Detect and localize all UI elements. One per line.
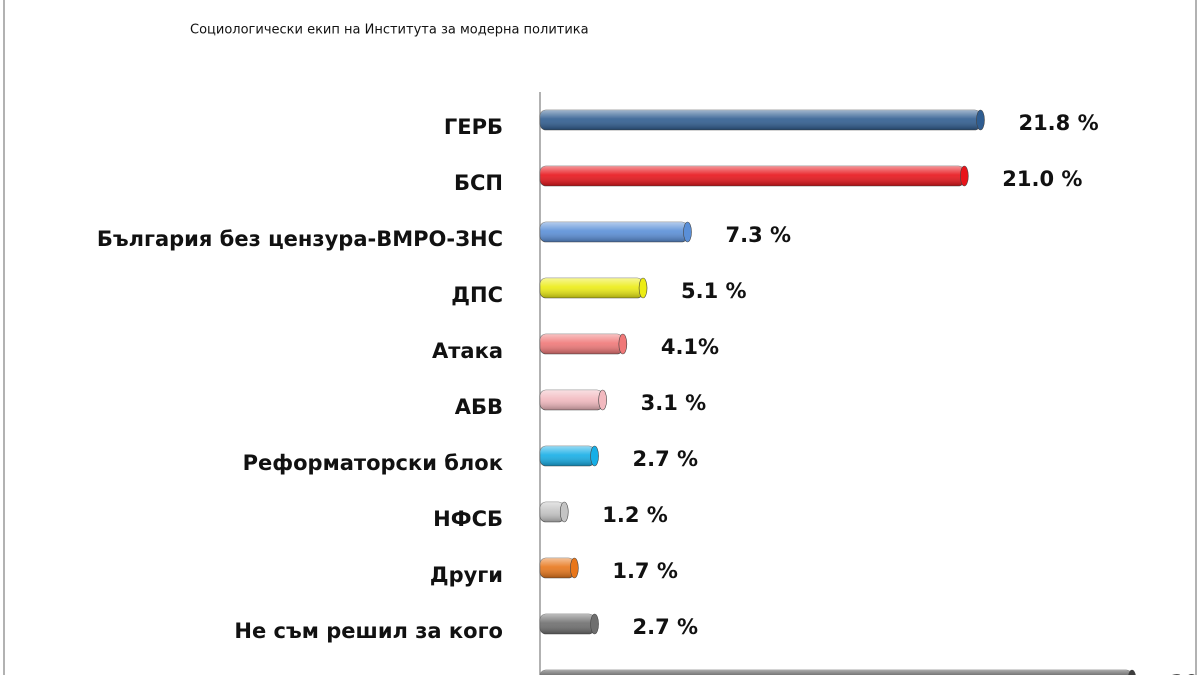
value-label: 4.1% [661, 335, 719, 359]
value-label: 21.8 % [1018, 111, 1098, 135]
category-label: Атака [432, 339, 503, 363]
bar-shine [540, 166, 965, 186]
bar-cap [570, 557, 579, 579]
bar-cap [590, 613, 599, 635]
bar-shine [540, 278, 644, 298]
value-label: 1.7 % [612, 559, 678, 583]
value-label: 1.2 % [602, 503, 668, 527]
value-label: 2.7 % [633, 447, 699, 471]
category-label: Реформаторски блок [243, 451, 503, 475]
category-label: АБВ [455, 395, 503, 419]
chart-subtitle: Социологически екип на Института за моде… [190, 23, 589, 38]
category-label: ГЕРБ [444, 115, 503, 139]
category-label: ДПС [451, 283, 503, 307]
bar-shine [540, 110, 981, 130]
bar-cap [976, 109, 985, 131]
bar-cap [638, 277, 648, 299]
bar-cap [960, 165, 969, 187]
category-label: НФСБ [433, 507, 503, 531]
bar-shine [540, 222, 688, 242]
bar-cap [1128, 669, 1136, 675]
value-label: 29.3 % [1170, 671, 1200, 675]
value-label: 2.7 % [633, 615, 699, 639]
category-label: Не съм решил за кого [234, 619, 503, 643]
category-label: България без цензура-ВМРО-ЗНС [97, 227, 503, 251]
bar-shine [540, 502, 565, 522]
value-label: 5.1 % [681, 279, 747, 303]
frame [3, 0, 1197, 675]
value-label: 21.0 % [1002, 167, 1082, 191]
bar-cap [598, 389, 607, 411]
bar-shine [540, 390, 603, 410]
value-label: 7.3 % [725, 223, 791, 247]
bar-shine [540, 670, 1132, 675]
value-label: 3.1 % [641, 391, 707, 415]
category-label: Други [430, 563, 503, 587]
bar-shine [540, 334, 623, 354]
bar-shine [540, 614, 595, 634]
category-label: БСП [454, 171, 503, 195]
bar-cap [683, 221, 692, 243]
bar-shine [540, 446, 595, 466]
bar-cap [590, 445, 599, 467]
bar-cap [559, 501, 569, 523]
bar-shine [540, 558, 575, 578]
bar-cap [618, 333, 628, 355]
